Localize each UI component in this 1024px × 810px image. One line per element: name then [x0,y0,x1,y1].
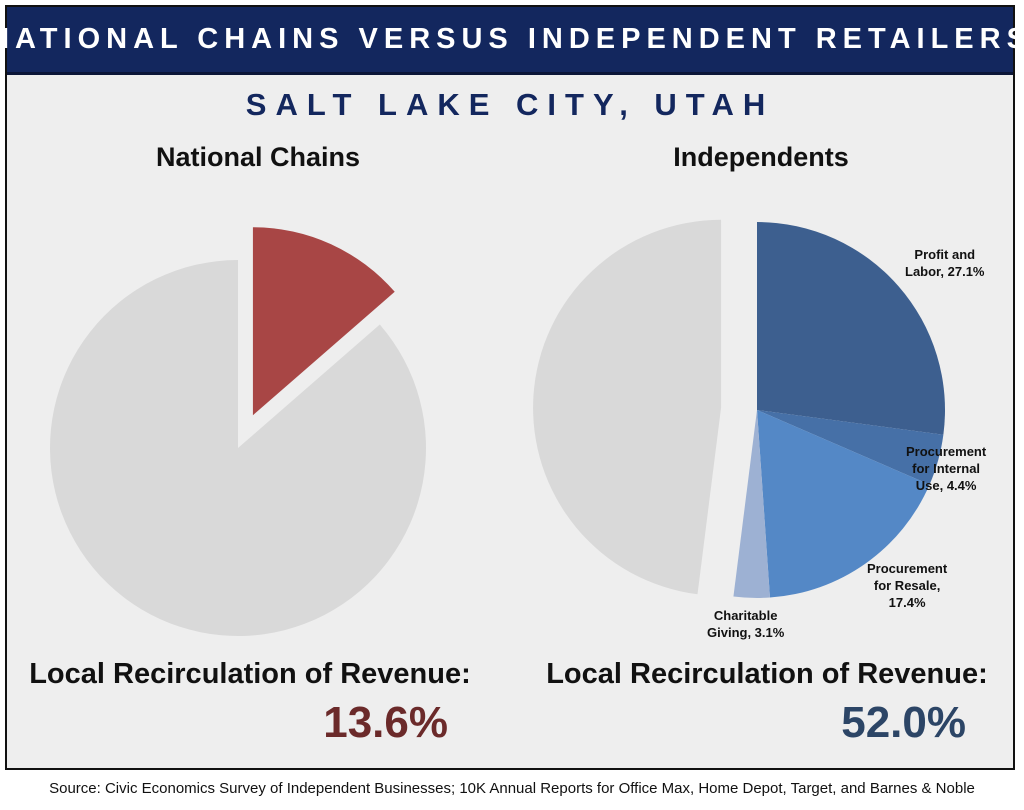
independents-pie-slice-slice-4 [533,219,722,595]
chains-recirculation-label: Local Recirculation of Revenue: [29,658,471,690]
chains-pie-slice-slice-0 [252,227,395,416]
independents-pie-slice-profit-and-labor-27-1 [757,222,945,435]
independents-chart-title: Independents [673,142,849,172]
subtitle: SALT LAKE CITY, UTAH [245,87,775,122]
slice-label-procurement-internal: Procurement for Internal Use, 4.4% [906,444,987,493]
independents-recirculation-label: Local Recirculation of Revenue: [546,658,988,690]
slice-label-procurement-resale: Procurement for Resale, 17.4% [867,561,948,610]
independents-pie-slice-procurement-for-internal-use-4-4 [757,410,944,485]
chains-recirculation-value: 13.6% [323,698,448,747]
independents-recirculation-value: 52.0% [841,698,966,747]
slice-label-charitable-giving: Charitable Giving, 3.1% [707,608,785,640]
independents-pie-slice-charitable-giving-3-1 [733,410,770,598]
chains-pie-slice-slice-1 [49,260,426,636]
title-banner: NATIONAL CHAINS VERSUS INDEPENDENT RETAI… [0,7,1024,75]
source-note: Source: Civic Economics Survey of Indepe… [49,780,975,797]
main-title: NATIONAL CHAINS VERSUS INDEPENDENT RETAI… [0,23,1024,55]
chains-chart-title: National Chains [155,142,361,172]
slice-label-profit-labor: Profit and Labor, 27.1% [905,247,985,279]
independents-pie-slice-procurement-for-resale-17-4 [757,410,930,598]
